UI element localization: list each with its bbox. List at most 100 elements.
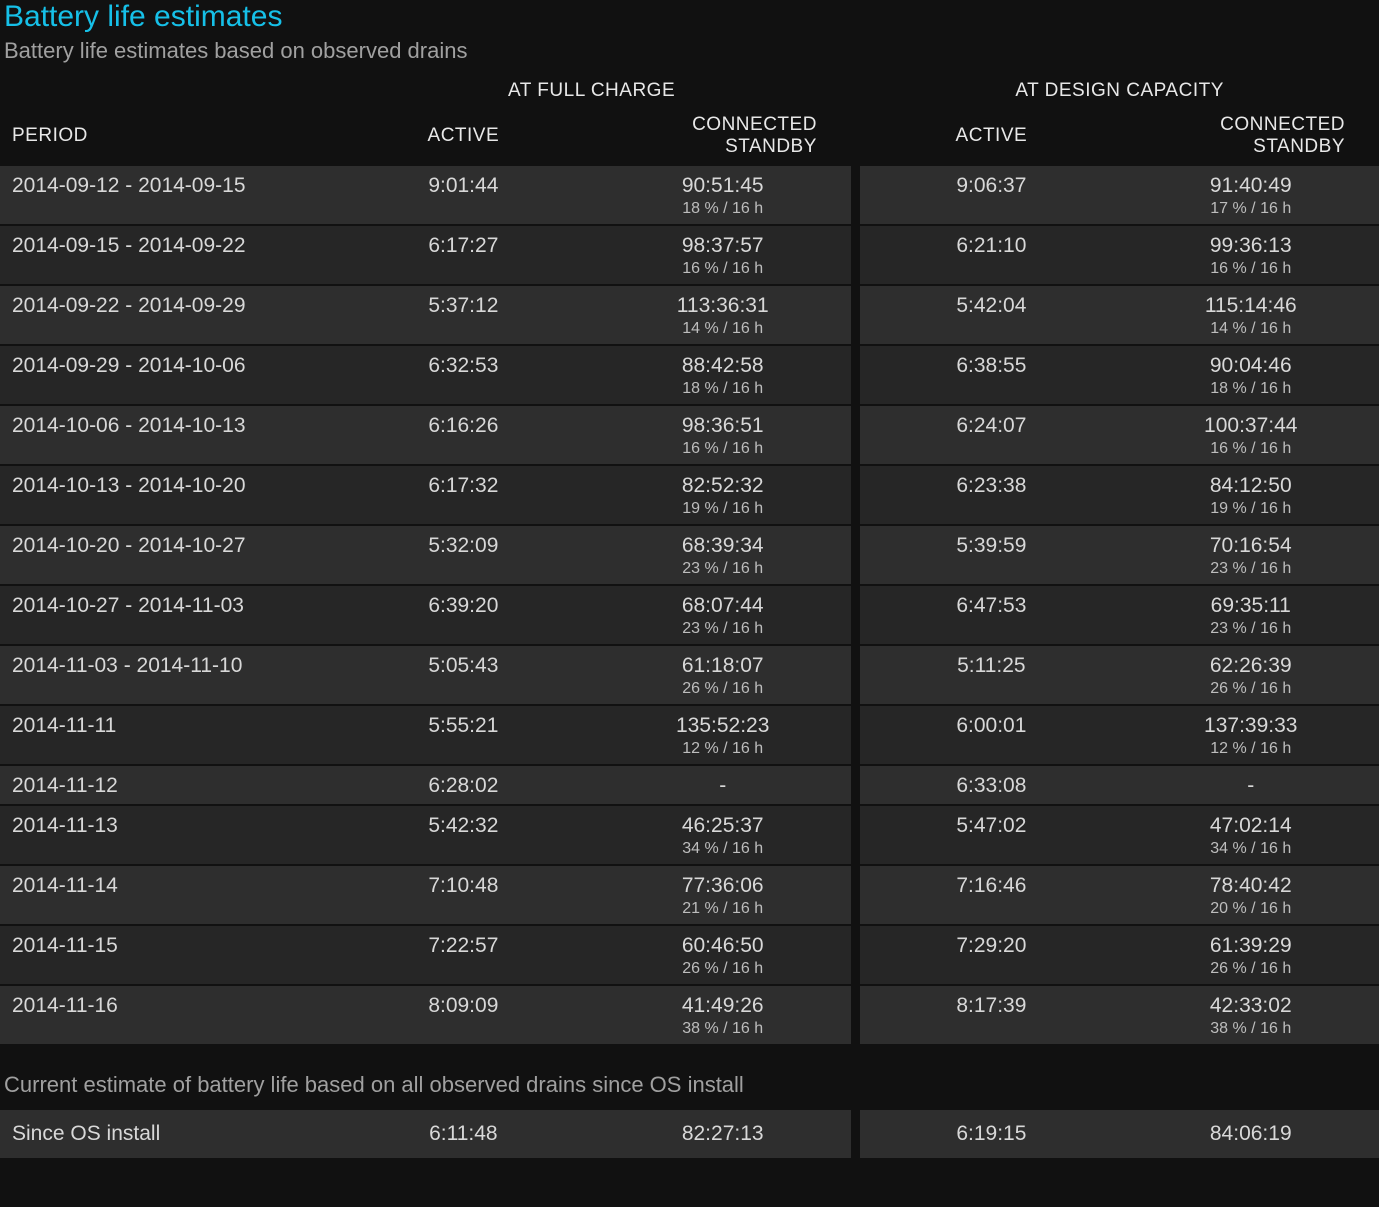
cell-design-standby: 70:16:5423 % / 16 h <box>1123 524 1379 584</box>
cell-full-standby-sub: 26 % / 16 h <box>604 680 840 698</box>
cell-design-standby: 91:40:4917 % / 16 h <box>1123 164 1379 224</box>
cell-design-standby-sub: 20 % / 16 h <box>1133 900 1370 918</box>
cell-design-standby: 78:40:4220 % / 16 h <box>1123 864 1379 924</box>
cell-full-standby-sub: 19 % / 16 h <box>604 500 840 518</box>
cell-full-standby-sub: 16 % / 16 h <box>604 440 840 458</box>
cell-design-standby-sub: 18 % / 16 h <box>1133 380 1370 398</box>
cell-design-active: 7:16:46 <box>860 864 1122 924</box>
cell-full-standby: 77:36:0621 % / 16 h <box>594 864 850 924</box>
cell-full-active: 7:10:48 <box>332 864 594 924</box>
cell-period: 2014-09-29 - 2014-10-06 <box>0 344 332 404</box>
cell-period: 2014-09-12 - 2014-09-15 <box>0 164 332 224</box>
cell-design-standby-sub: 12 % / 16 h <box>1133 740 1370 758</box>
cell-full-standby: 88:42:5818 % / 16 h <box>594 344 850 404</box>
cell-design-standby-sub: 14 % / 16 h <box>1133 320 1370 338</box>
summary-design-active: 6:19:15 <box>860 1108 1122 1158</box>
cell-full-standby: 98:36:5116 % / 16 h <box>594 404 850 464</box>
cell-full-active: 9:01:44 <box>332 164 594 224</box>
cell-design-active: 5:11:25 <box>860 644 1122 704</box>
cell-full-standby: 82:52:3219 % / 16 h <box>594 464 850 524</box>
table-row: 2014-10-27 - 2014-11-036:39:2068:07:4423… <box>0 584 1379 644</box>
cell-full-active: 6:16:26 <box>332 404 594 464</box>
summary-caption: Current estimate of battery life based o… <box>0 1044 1379 1108</box>
col-period: PERIOD <box>0 108 332 164</box>
cell-period: 2014-11-13 <box>0 804 332 864</box>
cell-period: 2014-11-11 <box>0 704 332 764</box>
cell-full-standby-sub: 38 % / 16 h <box>604 1020 840 1038</box>
cell-design-standby: - <box>1123 764 1379 804</box>
cell-full-standby: 135:52:2312 % / 16 h <box>594 704 850 764</box>
cell-full-standby: 41:49:2638 % / 16 h <box>594 984 850 1044</box>
cell-design-standby: 47:02:1434 % / 16 h <box>1123 804 1379 864</box>
cell-period: 2014-11-03 - 2014-11-10 <box>0 644 332 704</box>
cell-period: 2014-10-06 - 2014-10-13 <box>0 404 332 464</box>
cell-full-active: 7:22:57 <box>332 924 594 984</box>
col-design-active: ACTIVE <box>860 108 1122 164</box>
cell-full-standby-sub: 12 % / 16 h <box>604 740 840 758</box>
cell-full-standby: - <box>594 764 850 804</box>
cell-period: 2014-10-13 - 2014-10-20 <box>0 464 332 524</box>
cell-design-active: 6:33:08 <box>860 764 1122 804</box>
cell-full-standby: 113:36:3114 % / 16 h <box>594 284 850 344</box>
cell-full-standby-sub: 18 % / 16 h <box>604 380 840 398</box>
cell-period: 2014-09-15 - 2014-09-22 <box>0 224 332 284</box>
cell-full-active: 5:42:32 <box>332 804 594 864</box>
cell-design-standby-sub: 17 % / 16 h <box>1133 200 1370 218</box>
cell-full-standby: 68:07:4423 % / 16 h <box>594 584 850 644</box>
cell-full-standby: 98:37:5716 % / 16 h <box>594 224 850 284</box>
cell-design-standby: 61:39:2926 % / 16 h <box>1123 924 1379 984</box>
cell-full-standby-sub: 14 % / 16 h <box>604 320 840 338</box>
cell-design-standby: 137:39:3312 % / 16 h <box>1123 704 1379 764</box>
cell-full-active: 6:32:53 <box>332 344 594 404</box>
table-row: 2014-11-115:55:21135:52:2312 % / 16 h6:0… <box>0 704 1379 764</box>
cell-full-active: 5:32:09 <box>332 524 594 584</box>
table-row: 2014-09-22 - 2014-09-295:37:12113:36:311… <box>0 284 1379 344</box>
cell-design-active: 5:39:59 <box>860 524 1122 584</box>
cell-full-active: 6:17:32 <box>332 464 594 524</box>
cell-design-standby-sub: 16 % / 16 h <box>1133 440 1370 458</box>
table-row: 2014-11-126:28:02-6:33:08- <box>0 764 1379 804</box>
cell-full-standby-sub: 21 % / 16 h <box>604 900 840 918</box>
cell-design-standby-sub: 16 % / 16 h <box>1133 260 1370 278</box>
table-row: 2014-11-135:42:3246:25:3734 % / 16 h5:47… <box>0 804 1379 864</box>
cell-full-standby-sub: 26 % / 16 h <box>604 960 840 978</box>
cell-design-active: 6:38:55 <box>860 344 1122 404</box>
cell-period: 2014-11-12 <box>0 764 332 804</box>
cell-design-active: 6:21:10 <box>860 224 1122 284</box>
cell-design-standby-sub: 34 % / 16 h <box>1133 840 1370 858</box>
col-group-design-capacity: AT DESIGN CAPACITY <box>860 74 1379 108</box>
cell-full-active: 5:05:43 <box>332 644 594 704</box>
table-row: 2014-10-13 - 2014-10-206:17:3282:52:3219… <box>0 464 1379 524</box>
cell-design-standby: 115:14:4614 % / 16 h <box>1123 284 1379 344</box>
cell-design-active: 6:24:07 <box>860 404 1122 464</box>
cell-full-standby: 90:51:4518 % / 16 h <box>594 164 850 224</box>
cell-design-active: 6:47:53 <box>860 584 1122 644</box>
cell-design-active: 6:00:01 <box>860 704 1122 764</box>
cell-design-active: 6:23:38 <box>860 464 1122 524</box>
summary-full-active: 6:11:48 <box>332 1108 594 1158</box>
table-row: 2014-09-29 - 2014-10-066:32:5388:42:5818… <box>0 344 1379 404</box>
cell-period: 2014-11-14 <box>0 864 332 924</box>
summary-period: Since OS install <box>0 1108 332 1158</box>
cell-full-standby: 61:18:0726 % / 16 h <box>594 644 850 704</box>
table-row: 2014-10-06 - 2014-10-136:16:2698:36:5116… <box>0 404 1379 464</box>
table-row: 2014-11-157:22:5760:46:5026 % / 16 h7:29… <box>0 924 1379 984</box>
table-row: 2014-10-20 - 2014-10-275:32:0968:39:3423… <box>0 524 1379 584</box>
col-full-active: ACTIVE <box>332 108 594 164</box>
cell-full-active: 5:37:12 <box>332 284 594 344</box>
summary-full-standby: 82:27:13 <box>594 1108 850 1158</box>
cell-period: 2014-11-16 <box>0 984 332 1044</box>
cell-design-standby: 84:12:5019 % / 16 h <box>1123 464 1379 524</box>
cell-period: 2014-10-27 - 2014-11-03 <box>0 584 332 644</box>
table-row: 2014-11-168:09:0941:49:2638 % / 16 h8:17… <box>0 984 1379 1044</box>
col-full-standby: CONNECTED STANDBY <box>594 108 850 164</box>
cell-design-active: 7:29:20 <box>860 924 1122 984</box>
cell-design-standby-sub: 23 % / 16 h <box>1133 560 1370 578</box>
cell-full-standby-sub: 23 % / 16 h <box>604 560 840 578</box>
cell-design-standby-sub: 26 % / 16 h <box>1133 960 1370 978</box>
cell-full-standby: 60:46:5026 % / 16 h <box>594 924 850 984</box>
col-group-full-charge: AT FULL CHARGE <box>332 74 851 108</box>
battery-estimates-table: AT FULL CHARGE AT DESIGN CAPACITY PERIOD… <box>0 74 1379 1044</box>
cell-design-standby: 69:35:1123 % / 16 h <box>1123 584 1379 644</box>
table-row: 2014-11-03 - 2014-11-105:05:4361:18:0726… <box>0 644 1379 704</box>
